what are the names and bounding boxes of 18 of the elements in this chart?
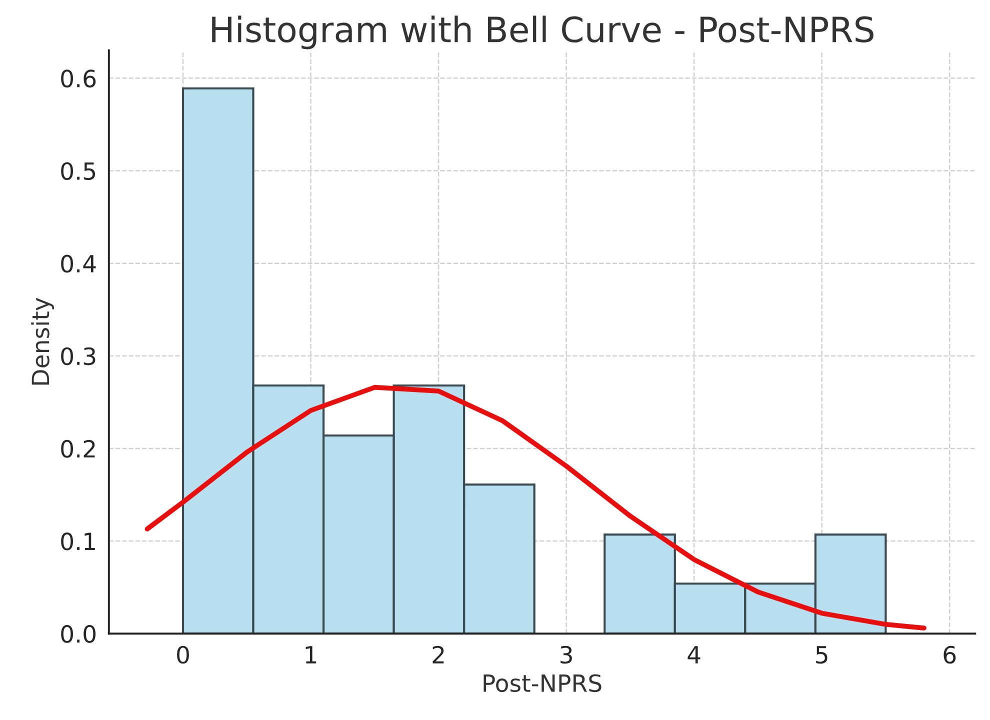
line-series xyxy=(144,384,926,630)
x-tick-label: 4 xyxy=(688,646,700,664)
y-tick-label: 0.2 xyxy=(61,440,95,458)
x-axis-title: Post-NPRS xyxy=(484,674,602,692)
y-tick-label: 0.1 xyxy=(61,532,95,550)
x-tick-label: 2 xyxy=(432,646,444,664)
y-tick-label: 0.3 xyxy=(61,347,96,366)
y-tick-label: 0.5 xyxy=(61,162,96,180)
y-tick-label: 0.6 xyxy=(61,70,96,88)
x-tick-label: 0 xyxy=(177,646,189,664)
chart-title: Histogram with Bell Curve - Post-NPRS xyxy=(212,16,874,50)
x-tick-label: 1 xyxy=(306,646,316,664)
y-axis-title: Density xyxy=(31,298,54,385)
x-tick-label: 5 xyxy=(816,646,828,664)
y-tick-label: 0.0 xyxy=(61,625,96,643)
x-tick-label: 6 xyxy=(944,646,956,664)
x-tick-label: 3 xyxy=(560,646,572,664)
y-tick-label: 0.4 xyxy=(61,254,96,273)
